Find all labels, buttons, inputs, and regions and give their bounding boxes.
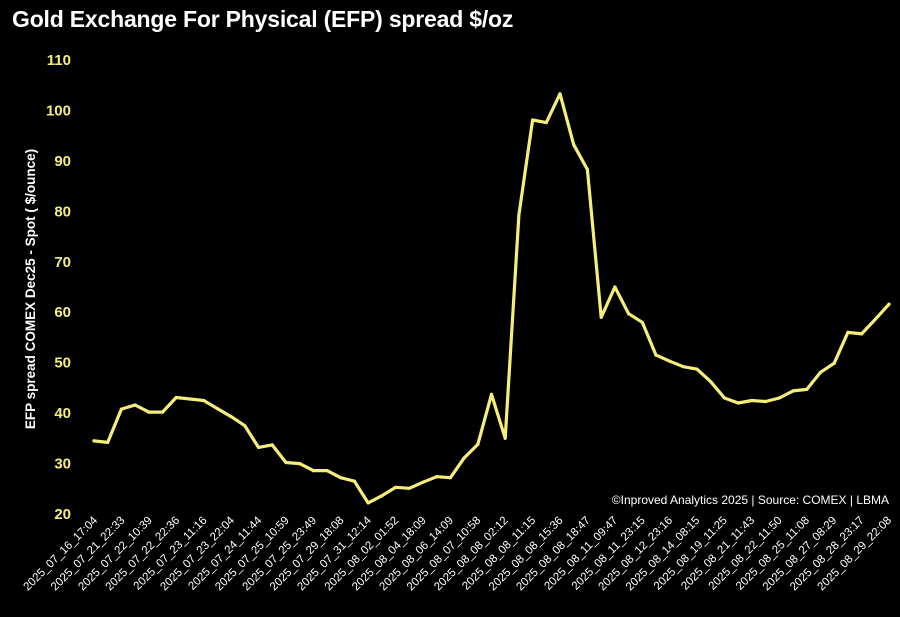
- data-point: [92, 439, 96, 443]
- data-point: [777, 396, 781, 400]
- data-point: [873, 317, 877, 321]
- data-point: [215, 407, 219, 411]
- y-axis-ticks: 20 30 40 50 60 70 80 90 100 110: [46, 52, 71, 523]
- y-tick-label: 90: [54, 153, 71, 170]
- data-points: [92, 92, 891, 505]
- data-point: [325, 469, 329, 473]
- data-point: [421, 480, 425, 484]
- source-note: ©Inproved Analytics 2025 | Source: COMEX…: [612, 493, 889, 507]
- y-tick-label: 40: [54, 405, 71, 422]
- data-point: [339, 476, 343, 480]
- data-point: [750, 398, 754, 403]
- data-point: [517, 213, 521, 217]
- y-tick-label: 100: [46, 102, 71, 119]
- data-point: [695, 367, 699, 371]
- data-point: [394, 485, 398, 489]
- data-point: [668, 359, 672, 363]
- y-tick-label: 60: [54, 304, 71, 321]
- data-point: [243, 424, 247, 428]
- data-point: [298, 462, 302, 466]
- data-point: [627, 312, 631, 316]
- data-point: [860, 332, 864, 336]
- data-point: [681, 365, 686, 369]
- y-tick-label: 50: [54, 355, 71, 372]
- data-point: [284, 460, 288, 465]
- data-point: [270, 443, 274, 447]
- data-point: [476, 442, 480, 446]
- data-point: [544, 121, 548, 125]
- data-point: [722, 396, 727, 400]
- data-point: [736, 401, 740, 405]
- data-point: [613, 285, 617, 289]
- y-tick-label: 30: [54, 456, 71, 473]
- data-point: [585, 167, 590, 172]
- data-point: [640, 320, 644, 324]
- data-point: [599, 315, 603, 319]
- data-point: [202, 398, 206, 403]
- data-point: [147, 410, 151, 414]
- data-point: [709, 380, 713, 384]
- data-point: [311, 469, 315, 473]
- data-point: [407, 486, 411, 490]
- y-axis-label: EFP spread COMEX Dec25 - Spot ( $/ounce): [23, 149, 38, 429]
- data-point: [654, 353, 658, 357]
- data-point: [764, 399, 768, 404]
- data-point: [832, 361, 836, 365]
- data-point: [133, 403, 137, 407]
- efp-spread-line: [92, 92, 891, 505]
- data-point: [503, 436, 507, 440]
- data-point: [256, 445, 261, 449]
- data-point: [448, 476, 452, 480]
- data-point: [572, 143, 576, 147]
- data-point: [887, 302, 891, 306]
- data-point: [160, 410, 165, 414]
- data-point: [846, 330, 850, 334]
- data-point: [174, 395, 178, 400]
- data-point: [366, 501, 370, 505]
- data-point: [805, 387, 809, 391]
- data-point: [106, 440, 110, 444]
- data-point: [462, 456, 466, 460]
- data-point: [531, 118, 535, 122]
- data-point: [435, 475, 439, 479]
- x-axis-ticks: 2025_07_16_17:042025_07_21_22:332025_07_…: [22, 514, 895, 593]
- y-tick-label: 80: [54, 203, 71, 220]
- data-point: [352, 479, 356, 483]
- data-point: [558, 92, 562, 96]
- data-point: [380, 494, 384, 498]
- y-tick-label: 20: [54, 506, 71, 523]
- data-point: [489, 392, 494, 396]
- data-point: [119, 407, 123, 411]
- data-point: [229, 415, 233, 419]
- data-point: [188, 397, 192, 401]
- chart-title: Gold Exchange For Physical (EFP) spread …: [12, 6, 514, 32]
- y-tick-label: 70: [54, 254, 71, 271]
- data-point: [791, 389, 795, 393]
- y-tick-label: 110: [47, 52, 71, 69]
- data-point: [818, 370, 823, 374]
